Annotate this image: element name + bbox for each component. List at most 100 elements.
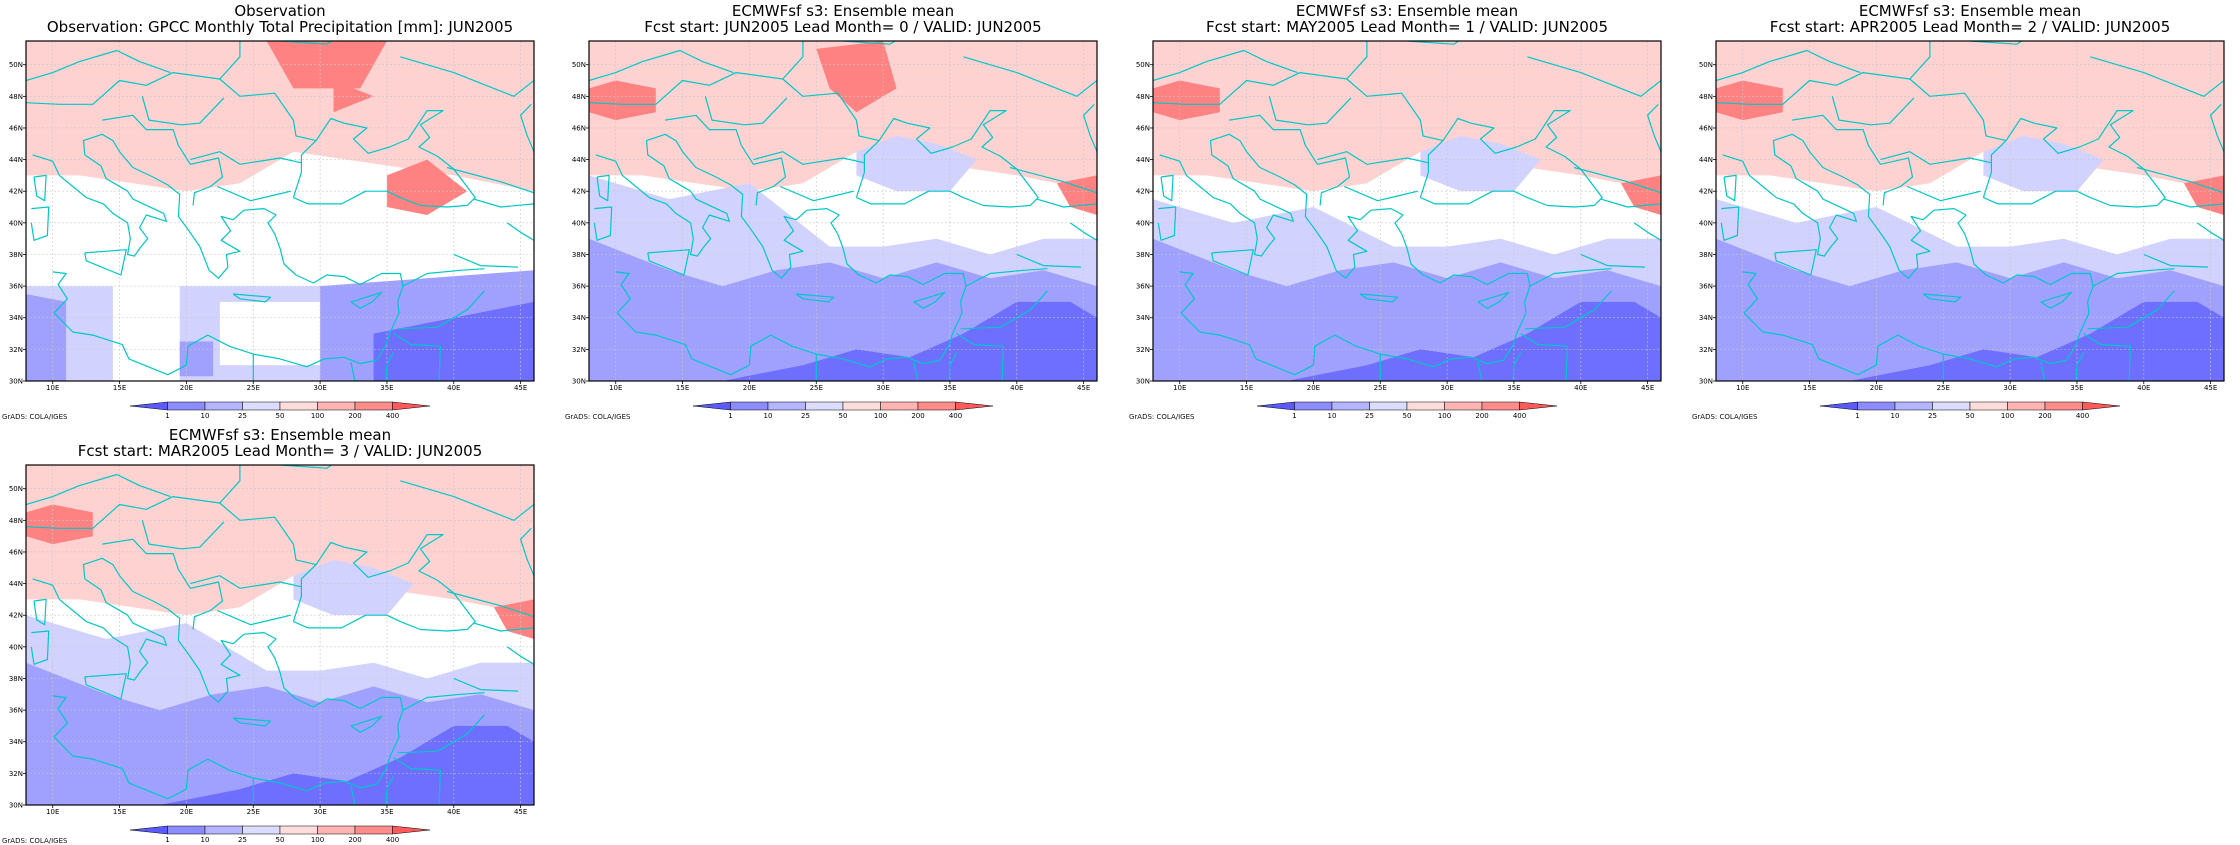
colorbar-label: 50 xyxy=(1403,412,1412,420)
shade-dark-red xyxy=(589,80,656,121)
lat-tick-label: 38N xyxy=(9,251,23,259)
colorbar-segment xyxy=(167,401,206,411)
lon-tick-label: 20E xyxy=(743,384,756,392)
lat-tick-label: 36N xyxy=(1136,283,1150,291)
precip-field xyxy=(589,41,1097,381)
colorbar-label: 10 xyxy=(1891,412,1900,420)
lat-tick-label: 38N xyxy=(572,251,586,259)
colorbar-segment xyxy=(279,401,318,411)
lat-tick-label: 50N xyxy=(1699,61,1713,69)
map-panel-lead2: ECMWFsf s3: Ensemble mean Fcst start: AP… xyxy=(1690,0,2240,421)
colorbar-label: 100 xyxy=(1438,412,1451,420)
shade-white xyxy=(112,262,180,381)
lat-tick-label: 50N xyxy=(572,61,586,69)
lat-tick-label: 44N xyxy=(1136,156,1150,164)
shade-light-blue xyxy=(1983,135,2104,192)
lat-tick-label: 36N xyxy=(9,283,23,291)
lon-tick-label: 35E xyxy=(1507,384,1520,392)
lat-tick-label: 30N xyxy=(572,378,586,386)
lon-tick-label: 35E xyxy=(2070,384,2083,392)
lon-tick-label: 20E xyxy=(1870,384,1883,392)
colorbar-segment xyxy=(1857,401,1896,411)
lon-tick-label: 30E xyxy=(876,384,889,392)
colorbar-label: 100 xyxy=(874,412,887,420)
colorbar-segment xyxy=(279,825,318,835)
lat-tick-label: 46N xyxy=(9,548,23,556)
lat-tick-label: 48N xyxy=(9,93,23,101)
lon-tick-label: 25E xyxy=(247,808,260,816)
precip-field xyxy=(1153,41,1661,381)
colorbar-segment xyxy=(129,401,168,411)
precipitation-map: 10E 15E 20E 25E 30E 35E 40E 45E 30N 32N 34N 36N 38N 4… xyxy=(9,464,535,844)
shade-light-red xyxy=(1153,41,1661,192)
lon-tick-label: 15E xyxy=(1240,384,1253,392)
lon-tick-label: 45E xyxy=(514,384,527,392)
map-frame xyxy=(25,40,535,382)
lat-tick-label: 34N xyxy=(1699,314,1713,322)
credit-label: GrADS: COLA/IGES xyxy=(2,413,68,421)
panel-title: ECMWFsf s3: Ensemble mean xyxy=(168,426,392,444)
colorbar-segment xyxy=(880,401,919,411)
precip-field xyxy=(26,41,534,381)
colorbar: 1 10 25 50 100 200 400 xyxy=(1256,401,1558,420)
lat-tick-label: 32N xyxy=(572,346,586,354)
shade-dark-red xyxy=(1716,80,1783,121)
lat-tick-label: 46N xyxy=(1699,124,1713,132)
colorbar-label: 400 xyxy=(2076,412,2089,420)
colorbar-segment xyxy=(1894,401,1933,411)
map-frame xyxy=(588,40,1098,382)
lat-tick-label: 32N xyxy=(1699,346,1713,354)
lat-tick-label: 36N xyxy=(1699,283,1713,291)
colorbar-segment xyxy=(129,825,168,835)
colorbar-label: 50 xyxy=(1966,412,1975,420)
colorbar-segment xyxy=(242,825,281,835)
colorbar-label: 200 xyxy=(348,836,361,844)
colorbar-segment xyxy=(1294,401,1333,411)
lat-tick-label: 40N xyxy=(1136,219,1150,227)
colorbar-segment xyxy=(317,401,356,411)
gridlines xyxy=(26,465,534,806)
colorbar-segment xyxy=(1819,401,1858,411)
lon-tick-label: 15E xyxy=(113,808,126,816)
lon-tick-label: 20E xyxy=(1307,384,1320,392)
lat-tick-label: 30N xyxy=(9,802,23,810)
lat-tick-label: 36N xyxy=(572,283,586,291)
coastlines xyxy=(589,41,1097,381)
lon-tick-label: 30E xyxy=(2003,384,2016,392)
shade-light-blue xyxy=(1420,135,1541,192)
lon-tick-label: 10E xyxy=(609,384,622,392)
lat-tick-label: 48N xyxy=(1136,93,1150,101)
lat-tick-label: 42N xyxy=(1699,188,1713,196)
lon-tick-label: 10E xyxy=(1736,384,1749,392)
colorbar-label: 200 xyxy=(2038,412,2051,420)
colorbar-label: 50 xyxy=(839,412,848,420)
colorbar-label: 10 xyxy=(764,412,773,420)
colorbar-label: 400 xyxy=(1513,412,1526,420)
colorbar-label: 200 xyxy=(348,412,361,420)
map-frame xyxy=(25,464,535,806)
lon-tick-label: 35E xyxy=(380,384,393,392)
lat-tick-label: 40N xyxy=(572,219,586,227)
shade-white xyxy=(219,301,321,366)
colorbar-segment xyxy=(392,401,431,411)
lon-tick-label: 45E xyxy=(1641,384,1654,392)
shade-mid-blue xyxy=(179,341,214,377)
colorbar-label: 100 xyxy=(311,836,324,844)
precipitation-map: 10E 15E 20E 25E 30E 35E 40E 45E 30N 32N 34N 36N 38N 4… xyxy=(9,40,535,420)
panel-subtitle: Fcst start: JUN2005 Lead Month= 0 / VALI… xyxy=(644,18,1042,36)
lon-tick-label: 10E xyxy=(46,808,59,816)
lon-tick-label: 20E xyxy=(180,384,193,392)
colorbar-label: 400 xyxy=(386,412,399,420)
colorbar-segment xyxy=(167,825,206,835)
lat-tick-label: 36N xyxy=(9,707,23,715)
lat-tick-label: 30N xyxy=(1699,378,1713,386)
colorbar-label: 25 xyxy=(238,836,247,844)
panel-title: ECMWFsf s3: Ensemble mean xyxy=(731,2,955,20)
lat-tick-label: 50N xyxy=(1136,61,1150,69)
colorbar-segment xyxy=(2007,401,2046,411)
lat-tick-label: 46N xyxy=(9,124,23,132)
colorbar-segment xyxy=(1331,401,1370,411)
shade-light-blue xyxy=(293,559,414,616)
colorbar-segment xyxy=(2044,401,2083,411)
colorbar-label: 10 xyxy=(201,836,210,844)
